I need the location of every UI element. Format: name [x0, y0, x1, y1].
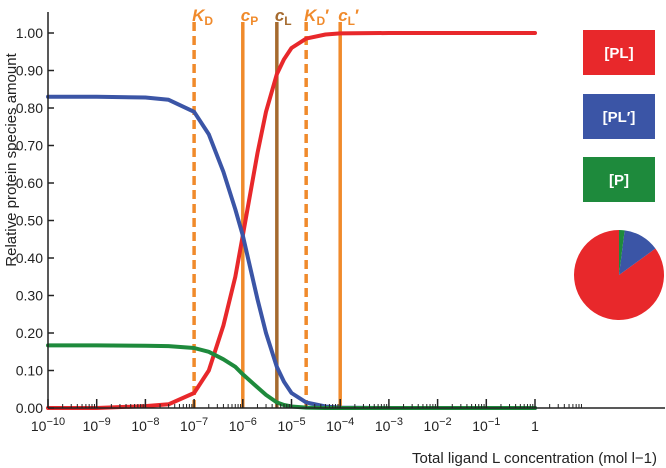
x-tick-label-4: 10−6 [229, 416, 257, 434]
y-tick-label-2: 0.20 [16, 325, 43, 341]
series-line-2 [46, 343, 537, 410]
x-tick-label-6: 10−4 [326, 416, 354, 434]
x-tick-label-5: 10−5 [277, 416, 305, 434]
pie-slice-0 [574, 230, 665, 321]
legend-label-0: [PL] [604, 45, 633, 62]
x-tick-label-9: 10−1 [472, 416, 500, 434]
legend-box-0 [583, 30, 655, 75]
vline-label-3: KD′ [304, 6, 329, 28]
y-tick-label-4: 0.40 [16, 250, 43, 266]
y-tick-label-3: 0.30 [16, 288, 43, 304]
vline-label-4: cL′ [338, 6, 359, 28]
x-tick-label-2: 10−8 [131, 416, 159, 434]
legend: [PL] [PL′] [P] [583, 30, 655, 202]
legend-box-2 [583, 157, 655, 202]
legend-box-1 [583, 94, 655, 139]
y-axis-title: Relative protein species amount [3, 52, 20, 266]
y-tick-label-1: 0.10 [16, 363, 43, 379]
vertical-markers: KD cP cL KD′ cL′ [192, 6, 359, 408]
y-tick-label-9: 0.90 [16, 63, 43, 79]
y-tick-label-8: 0.80 [16, 100, 43, 116]
x-tick-label-7: 10−3 [375, 416, 403, 434]
legend-label-1: [PL′] [603, 109, 636, 126]
x-tick-label-0: 10−10 [31, 416, 65, 434]
y-tick-label-5: 0.50 [16, 213, 43, 229]
x-tick-label-3: 10−7 [180, 416, 208, 434]
vline-label-0: KD [192, 6, 213, 28]
vline-label-2: cL [275, 6, 292, 28]
composition-pie [574, 229, 665, 321]
series-curves [46, 31, 537, 410]
series-line-0 [46, 31, 537, 410]
pie-slice-1 [619, 230, 656, 275]
x-axis-title: Total ligand L concentration (mol l−1) [412, 450, 657, 467]
legend-label-2: [P] [609, 172, 629, 189]
x-tick-label-8: 10−2 [424, 416, 452, 434]
series-line-1 [46, 94, 537, 410]
x-tick-label-1: 10−9 [83, 416, 111, 434]
y-tick-label-6: 0.60 [16, 175, 43, 191]
vline-label-1: cP [241, 6, 258, 28]
y-tick-label-0: 0.00 [16, 400, 43, 416]
y-tick-label-10: 1.00 [16, 25, 43, 41]
pie-slice-2 [619, 229, 625, 275]
y-tick-label-7: 0.70 [16, 138, 43, 154]
axes: 0.00 0.10 0.20 0.30 0.40 0.50 0.60 0.70 0.80 0.90… [16, 12, 665, 434]
x-tick-label-10: 1 [531, 418, 539, 434]
